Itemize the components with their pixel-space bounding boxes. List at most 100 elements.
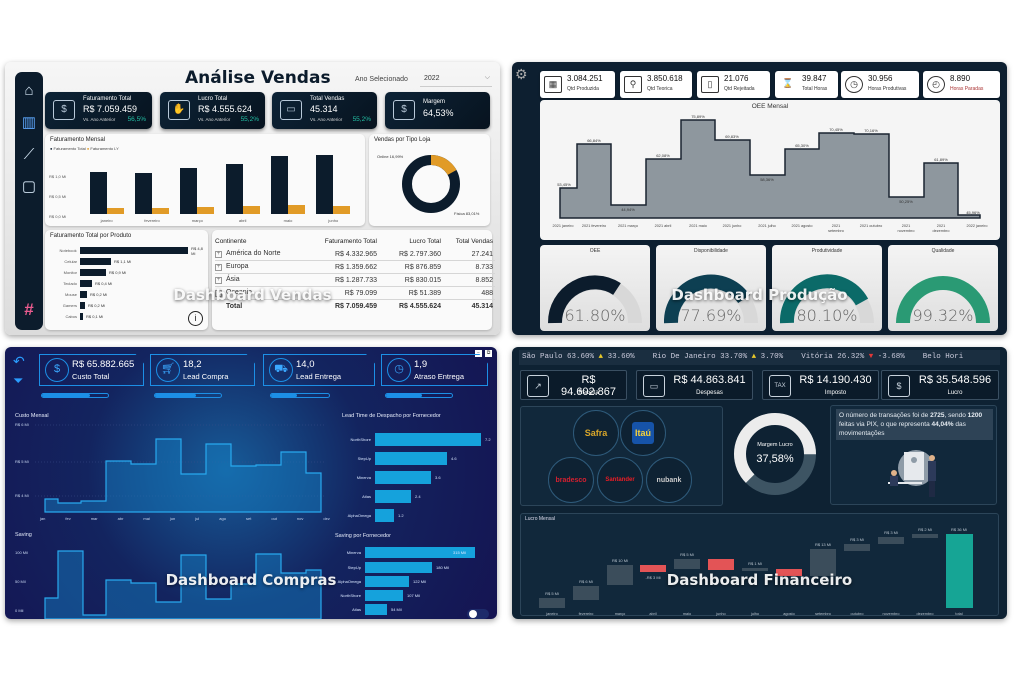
svg-text:junho: junho	[715, 612, 725, 616]
kpi-label: Total Vendas	[310, 96, 345, 102]
bar-row[interactable]: Teclado R$ 0,4 Mi	[50, 280, 112, 287]
chart-title: Custo Mensal	[15, 413, 49, 419]
margem-lucro-donut[interactable]: Margem Lucro 37,58%	[730, 409, 820, 499]
kpi-total-horas: ⌛ 39.847 Total Horas	[775, 71, 838, 98]
bar-row[interactable]: Minerva 3.6	[335, 471, 441, 484]
donut-chart[interactable]	[369, 146, 490, 226]
stopwatch-icon: ◷	[845, 76, 863, 93]
bar-group[interactable]: março	[180, 168, 216, 223]
bank-logo-safra[interactable]: Safra	[573, 410, 619, 456]
kpi-value: 21.076	[724, 74, 749, 83]
column-header[interactable]: Faturamento Total	[324, 238, 377, 245]
bar-row[interactable]: Cabos R$ 0,1 Mi	[50, 313, 103, 320]
expand-icon[interactable]: +	[215, 290, 222, 297]
svg-text:abril: abril	[649, 612, 656, 616]
back-arrow-icon[interactable]: ↶	[13, 353, 25, 369]
dashboard-vendas-thumbnail[interactable]: ⌂ ▥ ⟋ ▢ # Análise Vendas Ano Selecionado…	[5, 62, 500, 335]
bar-row[interactable]: Atlas 54 Mil	[325, 604, 402, 615]
gauge-qualidade: Qualidade 99.32%	[888, 245, 998, 331]
column-header[interactable]: Total Vendas	[455, 238, 493, 245]
bank-logo-itau[interactable]: Itaú	[620, 410, 666, 456]
bar-row[interactable]: Minerva 315 Mil	[325, 547, 475, 558]
kpi-label: Lucro Total	[198, 96, 228, 102]
bar-row[interactable]: Mouse R$ 0,2 Mi	[50, 291, 107, 298]
bar-row[interactable]: StepUp 4.6	[335, 452, 457, 465]
kpi-value: 64,53%	[423, 108, 454, 118]
filter-icon[interactable]: ⏷	[13, 373, 24, 388]
x-tick: dez	[323, 516, 330, 521]
svg-text:março: março	[615, 612, 626, 616]
tax-document-icon: TAX	[769, 375, 791, 397]
step-area-chart[interactable]	[5, 539, 335, 619]
analysis-icon: ⚲	[624, 76, 642, 93]
svg-text:70,45%: 70,45%	[829, 127, 843, 132]
bar-group[interactable]: fevereiro	[134, 173, 171, 223]
svg-text:2021: 2021	[937, 224, 945, 228]
table-row[interactable]: + América do Norte R$ 4.332.965 R$ 2.797.36…	[215, 248, 495, 261]
bar-value: R$ 0,9 Mi	[109, 270, 127, 275]
gauge-value: 80.10%	[796, 306, 858, 325]
bar-row[interactable]: AlphaOmega 1.2	[335, 509, 404, 522]
bar-row[interactable]: Monitor R$ 0,9 Mi	[50, 269, 126, 276]
dashboard-financeiro-thumbnail[interactable]: São Paulo 63.60% ▲ 33.60% Rio De Janeiro…	[512, 347, 1007, 619]
bank-name: Safra	[584, 428, 608, 438]
home-icon[interactable]: ⌂	[24, 81, 34, 99]
table-row[interactable]: + Europa R$ 1.359.662 R$ 876.859 8.733	[215, 261, 495, 274]
waterfall-chart[interactable]: R$ 5 Mi R$ 6 Mi R$ 10 Mi -R$ 3 Mi R$ 5 Mi R$…	[521, 514, 1000, 617]
kpi-value: 3.084.251	[567, 74, 603, 83]
year-dropdown[interactable]: 2022 ⌵	[420, 72, 492, 87]
info-icon[interactable]: i	[188, 311, 203, 326]
column-header[interactable]: Continente	[215, 238, 247, 245]
step-area-chart[interactable]: 53,45% 66,84% 44,94% 62,08% 75,89% 69,83% 58…	[540, 100, 1000, 240]
dashboard-producao-thumbnail[interactable]: ⚙ ▦ 3.084.251 Qtd Produzida ⚲ 3.850.618 Qtd …	[512, 62, 1007, 335]
bar-row[interactable]: StepUp 180 Mil	[325, 562, 449, 573]
bar-row[interactable]: Gamers R$ 0,2 Mi	[50, 302, 105, 309]
bar-group[interactable]: junho	[316, 155, 352, 223]
bar-label: Minerva	[356, 475, 371, 480]
cell: 8.852	[475, 276, 493, 284]
x-tick: abril	[238, 218, 247, 223]
kpi-lucro-total: ✋ Lucro Total R$ 4.555.624 Vs. Ano Anter…	[160, 92, 265, 129]
table-row[interactable]: + Ásia R$ 1.287.733 R$ 830.015 8.852	[215, 274, 495, 287]
bar-row[interactable]: Celular R$ 1,1 Mi	[50, 258, 131, 265]
bar-row[interactable]: AlphaOmega 122 Mil	[325, 576, 426, 587]
bar-group[interactable]: maio	[270, 156, 307, 223]
bar-row[interactable]: NorthShore 107 Mil	[325, 590, 420, 601]
kpi-value: R$ 7.059.459	[83, 104, 138, 114]
svg-text:2021 fevereiro: 2021 fevereiro	[582, 224, 606, 228]
box-icon[interactable]: ▢	[21, 178, 37, 195]
expand-icon[interactable]: +	[215, 277, 222, 284]
svg-text:maio: maio	[683, 612, 691, 616]
bank-logo-bradesco[interactable]: bradesco	[548, 457, 594, 503]
bar-row[interactable]: NorthShore 7.2	[335, 433, 491, 446]
bar-chart-icon[interactable]: ▥	[21, 114, 37, 131]
bar-row[interactable]: Atlas 2.4	[335, 490, 421, 503]
bar-group[interactable]: abril	[225, 164, 262, 223]
kpi-label: Horas Paradas	[950, 86, 984, 92]
cell: 8.733	[475, 263, 493, 271]
bar-group[interactable]: janeiro	[89, 172, 126, 223]
truck-icon: ⛟	[269, 358, 293, 382]
dashboard-compras-thumbnail[interactable]: ↶ ⏷ − ⧉ $ R$ 65.882.665 Custo Total 🛒︎ 18,2…	[5, 347, 497, 619]
step-area-chart[interactable]	[5, 417, 335, 517]
maximize-icon[interactable]: ⧉	[485, 350, 492, 357]
svg-text:2021 janeiro: 2021 janeiro	[553, 224, 574, 228]
page-title: Análise Vendas	[185, 68, 331, 88]
expand-icon[interactable]: +	[215, 264, 222, 271]
expand-icon[interactable]: +	[215, 251, 222, 258]
svg-text:50,25%: 50,25%	[899, 199, 913, 204]
column-header[interactable]: Lucro Total	[409, 238, 441, 245]
bank-logo-santander[interactable]: Santander	[597, 457, 643, 503]
bar-value: 4.6	[451, 456, 457, 461]
bar-label: Cabos	[65, 314, 77, 319]
cell: Total	[226, 303, 243, 310]
line-chart-icon[interactable]: ⟋	[23, 145, 35, 163]
table-row[interactable]: + Oceania R$ 79.099 R$ 51.389 488	[215, 287, 495, 300]
kpi-value: 14,0	[296, 359, 315, 370]
minimize-icon[interactable]: −	[475, 350, 482, 357]
bank-logo-nubank[interactable]: nubank	[646, 457, 692, 503]
x-tick: ago	[219, 516, 226, 521]
bar-row[interactable]: Notebook R$ 4,8 Mi	[50, 246, 208, 256]
theme-toggle[interactable]	[467, 609, 489, 619]
bar-label: StepUp	[347, 565, 361, 570]
